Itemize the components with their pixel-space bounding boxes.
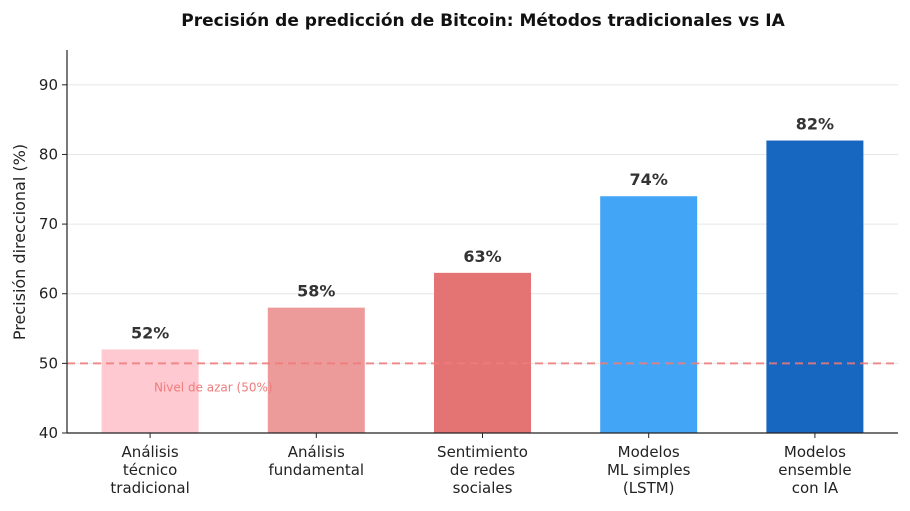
x-tick-label: Sentimiento de redes sociales [437, 443, 528, 497]
bar [600, 196, 698, 433]
chart-title: Precisión de predicción de Bitcoin: Méto… [181, 11, 785, 31]
value-labels: 52% 58% 63% 74% 82% [131, 115, 834, 343]
y-tick-label: 40 [39, 424, 58, 442]
y-tick-label: 50 [39, 354, 58, 372]
bar [267, 307, 365, 433]
x-tick-label: Modelos ML simples (LSTM) [607, 443, 691, 497]
y-tick-label: 70 [39, 215, 58, 233]
value-label: 58% [297, 282, 335, 301]
y-tick-label: 80 [39, 145, 58, 163]
x-tick-label: Análisis técnico tradicional [110, 443, 189, 497]
value-label: 52% [131, 323, 169, 342]
y-tick-label: 60 [39, 285, 58, 303]
reference-line-label: Nivel de azar (50%) [154, 380, 273, 394]
value-label: 82% [796, 115, 834, 134]
value-label: 74% [630, 170, 668, 189]
y-axis-label: Precisión direccional (%) [10, 144, 29, 340]
reference-line-group: Nivel de azar (50%) [67, 362, 898, 394]
bar [766, 140, 864, 433]
y-tick-label: 90 [39, 76, 58, 94]
x-tick-labels: Análisis técnico tradicional Análisis fundam… [110, 433, 852, 497]
x-tick-label: Modelos ensemble con IA [778, 443, 851, 497]
bar [434, 272, 531, 433]
y-ticks: 40 50 60 70 80 90 [39, 76, 67, 442]
value-label: 63% [463, 247, 501, 266]
x-tick-label: Análisis fundamental [268, 443, 364, 479]
bars [101, 140, 864, 433]
